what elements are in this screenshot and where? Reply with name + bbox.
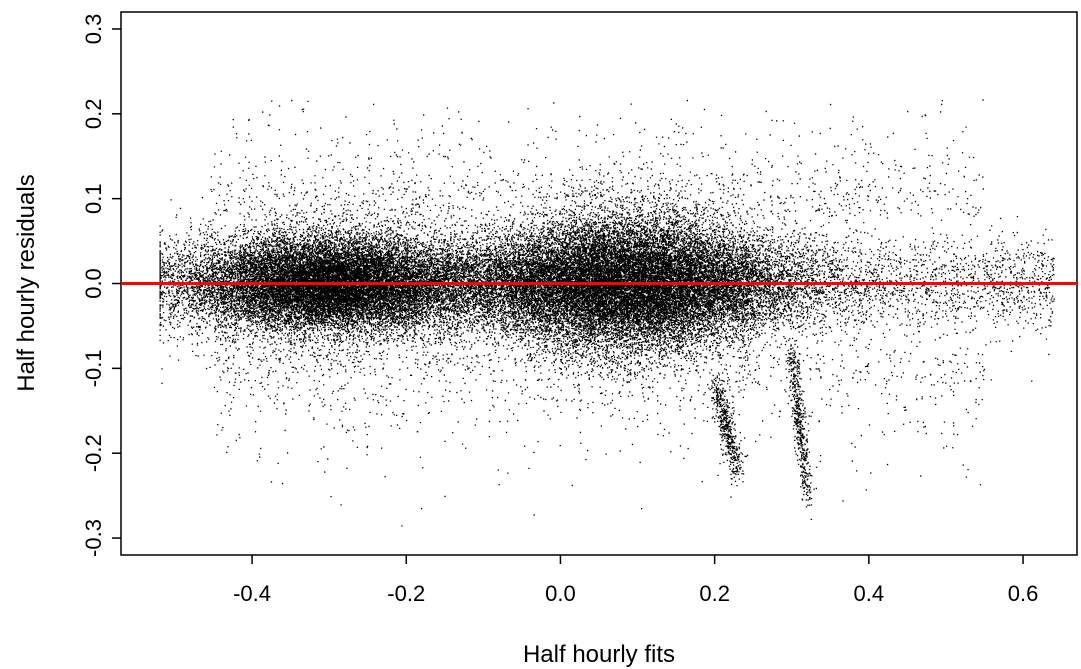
- y-tick-label: 0.0: [81, 268, 106, 299]
- scatter-point-cloud: [159, 99, 1055, 527]
- x-tick-label: 0.2: [699, 581, 730, 606]
- y-tick-label: -0.2: [81, 434, 106, 472]
- x-tick-label: -0.2: [387, 581, 425, 606]
- x-tick-label: 0.0: [545, 581, 576, 606]
- y-axis-title: Half hourly residuals: [13, 174, 40, 391]
- x-axis-title: Half hourly fits: [523, 641, 675, 668]
- y-axis: -0.3 -0.2 -0.1 0.0 0.1 0.2 0.3: [81, 14, 121, 557]
- x-axis: -0.4 -0.2 0.0 0.2 0.4 0.6: [233, 555, 1038, 606]
- y-tick-label: 0.2: [81, 99, 106, 130]
- x-tick-label: -0.4: [233, 581, 271, 606]
- y-tick-label: -0.3: [81, 519, 106, 557]
- x-tick-label: 0.6: [1008, 581, 1039, 606]
- y-tick-label: -0.1: [81, 349, 106, 387]
- scatter-points: [159, 99, 1055, 527]
- y-tick-label: 0.3: [81, 14, 106, 45]
- x-tick-label: 0.4: [854, 581, 885, 606]
- y-tick-label: 0.1: [81, 183, 106, 214]
